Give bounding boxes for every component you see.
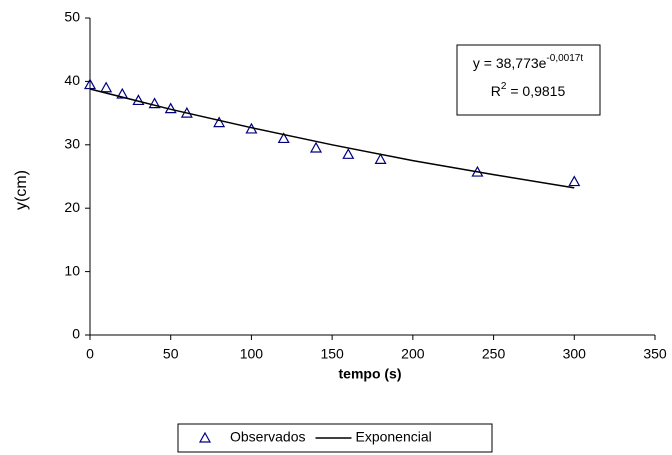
trendline <box>89 88 575 189</box>
y-axis-title: y(cm) <box>13 170 30 210</box>
point <box>83 78 97 90</box>
x-tick-label: 150 <box>320 346 344 362</box>
y-tick-label: 40 <box>64 72 80 88</box>
y-tick-label: 30 <box>64 136 80 152</box>
point <box>148 97 161 109</box>
y-tick-label: 20 <box>64 199 80 215</box>
equation-text: y = 38,773e <box>473 55 547 71</box>
point <box>568 175 581 187</box>
x-tick-label: 250 <box>482 346 506 362</box>
annotation-box <box>456 44 601 116</box>
legend-symbol <box>198 431 212 443</box>
point <box>213 116 226 128</box>
x-tick-label: 50 <box>163 346 179 362</box>
equation-exponent: -0,0017t <box>546 53 583 64</box>
x-axis-title: tempo (s) <box>339 366 402 382</box>
x-tick-label: 350 <box>643 346 667 362</box>
y-tick-label: 10 <box>64 262 80 278</box>
r2-exponent: 2 <box>501 81 507 92</box>
point <box>374 153 387 164</box>
x-tick-label: 200 <box>401 346 425 362</box>
point <box>116 87 129 99</box>
y-tick-label: 50 <box>64 9 80 25</box>
legend-label: Exponencial <box>355 429 431 445</box>
y-tick-label: 0 <box>72 326 80 342</box>
point <box>100 81 113 93</box>
point <box>277 132 290 144</box>
x-tick-label: 100 <box>240 346 264 362</box>
legend-label: Observados <box>230 429 305 445</box>
point <box>342 148 355 159</box>
x-tick-label: 300 <box>563 346 587 362</box>
r-squared: R2 = 0,9815 <box>491 81 566 99</box>
point <box>309 141 323 153</box>
r2-value: = 0,9815 <box>506 83 565 99</box>
r2-text: R <box>491 83 501 99</box>
x-tick-label: 0 <box>86 346 94 362</box>
equation: y = 38,773e-0,0017t <box>473 53 583 71</box>
